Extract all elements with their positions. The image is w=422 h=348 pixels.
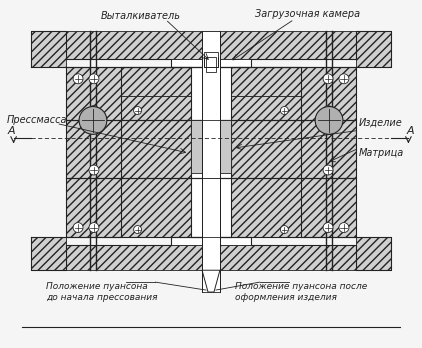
Bar (121, 120, 191, 178)
Text: Выталкиватель: Выталкиватель (101, 11, 181, 21)
Text: Матрица: Матрица (359, 148, 404, 158)
Bar (121, 67, 191, 96)
Circle shape (339, 223, 349, 232)
Bar (66, 67, 121, 120)
Bar (202, 120, 220, 178)
Bar (191, 67, 231, 120)
Text: Изделие: Изделие (359, 117, 403, 127)
Circle shape (323, 165, 333, 175)
Bar (171, 237, 251, 245)
Bar (121, 96, 191, 120)
Polygon shape (202, 270, 220, 292)
Circle shape (323, 105, 333, 116)
Circle shape (73, 223, 83, 232)
Circle shape (73, 74, 83, 84)
Circle shape (89, 74, 99, 84)
Bar (191, 120, 231, 178)
Bar (66, 178, 121, 237)
Bar (202, 31, 220, 292)
Bar (356, 31, 390, 67)
Circle shape (89, 105, 99, 116)
Circle shape (79, 106, 107, 134)
Bar (231, 178, 301, 237)
Bar (66, 31, 356, 59)
Bar (202, 178, 220, 237)
Circle shape (323, 223, 333, 232)
Circle shape (315, 106, 343, 134)
Text: Прессмасса: Прессмасса (7, 116, 67, 125)
Bar (206, 57, 216, 72)
Bar (301, 178, 356, 237)
Circle shape (281, 226, 288, 234)
Circle shape (89, 223, 99, 232)
Bar (301, 67, 356, 120)
Bar (231, 96, 301, 120)
Bar (301, 120, 356, 178)
Bar (121, 178, 191, 237)
Circle shape (339, 74, 349, 84)
Text: Положение пуансона после
оформления изделия: Положение пуансона после оформления изде… (235, 282, 367, 301)
Bar (204, 52, 218, 67)
Bar (231, 67, 301, 96)
Bar (32, 31, 66, 67)
Circle shape (323, 74, 333, 84)
Bar (171, 59, 251, 67)
Circle shape (281, 106, 288, 114)
Bar (356, 237, 390, 270)
Text: Загрузочная камера: Загрузочная камера (254, 9, 360, 19)
Circle shape (89, 165, 99, 175)
Text: А: А (406, 126, 414, 136)
Bar (191, 120, 231, 173)
Bar (231, 120, 301, 178)
Text: Положение пуансона
до начала прессования: Положение пуансона до начала прессования (46, 282, 158, 301)
Bar (32, 237, 66, 270)
Text: А: А (8, 126, 16, 136)
Circle shape (134, 106, 141, 114)
Bar (191, 178, 231, 237)
Circle shape (134, 226, 141, 234)
Bar (66, 245, 356, 270)
Bar (66, 120, 121, 178)
